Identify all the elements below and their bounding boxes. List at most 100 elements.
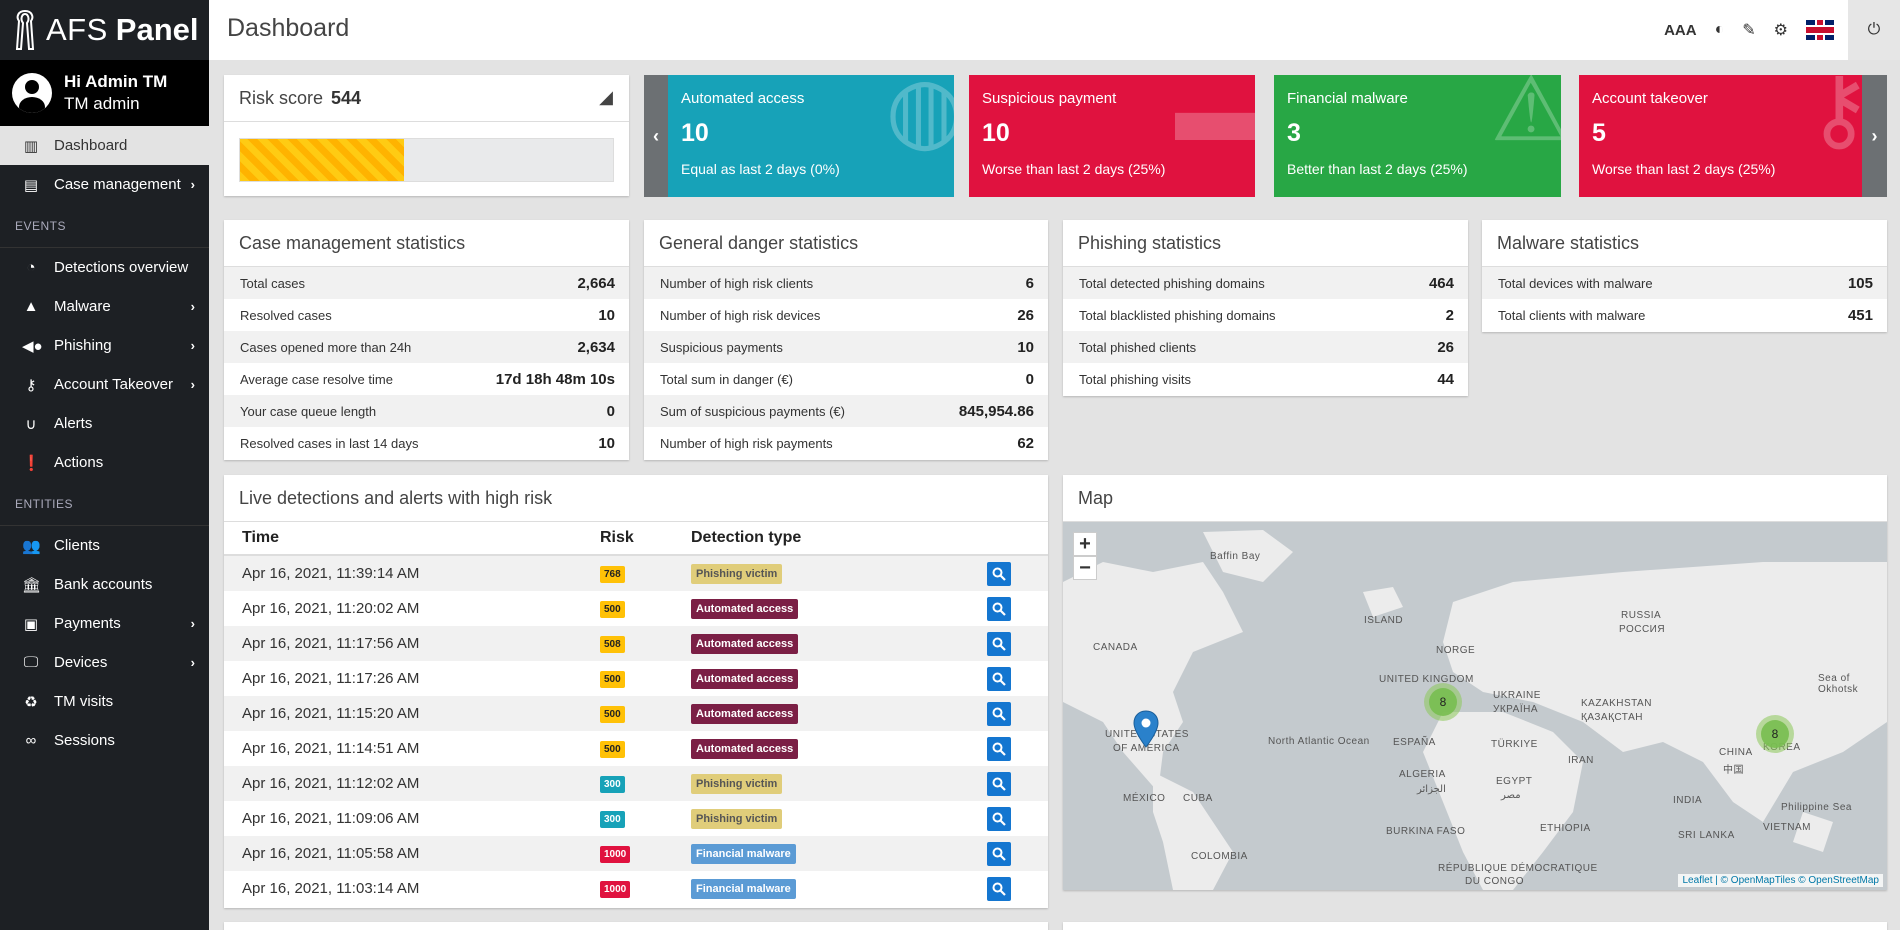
- col-detection-type[interactable]: Detection type: [691, 529, 802, 546]
- world-map: [1063, 530, 1887, 890]
- area-chart-icon[interactable]: ◢: [599, 87, 613, 107]
- zoom-out-button[interactable]: −: [1073, 556, 1097, 580]
- sidebar-item-devices[interactable]: 🖵 Devices ›: [0, 643, 209, 682]
- map-label: North Atlantic Ocean: [1268, 736, 1370, 747]
- map-label: UNITED KINGDOM: [1379, 674, 1474, 685]
- stat-row: Total cases 2,664: [224, 267, 629, 299]
- sidebar-item-actions[interactable]: ❗ Actions: [0, 443, 209, 482]
- detection-type-badge: Automated access: [691, 668, 799, 689]
- fish-icon: ◀●: [22, 337, 43, 355]
- search-button[interactable]: [987, 771, 1011, 796]
- card-value: 10: [982, 119, 1010, 147]
- search-button[interactable]: [987, 561, 1011, 586]
- risk-badge: 300: [600, 811, 625, 828]
- card-financial-malware[interactable]: ⚠ Financial malware 3 Better than last 2…: [1274, 75, 1561, 197]
- col-risk[interactable]: Risk: [600, 529, 634, 546]
- sidebar-item-clients[interactable]: 👥 Clients: [0, 526, 209, 565]
- sidebar-item-bank-accounts[interactable]: 🏛 Bank accounts: [0, 565, 209, 604]
- users-icon: 👥: [22, 537, 41, 555]
- inbox-icon: ▤: [23, 176, 39, 194]
- panel-title: Malware statistics: [1482, 220, 1887, 267]
- page-title: Dashboard: [227, 14, 350, 42]
- case-management-stats-panel: Case management statistics Total cases 2,…: [224, 220, 629, 460]
- risk-badge: 500: [600, 671, 625, 688]
- risk-badge: 768: [600, 566, 625, 583]
- stat-row: Sum of suspicious payments (€) 845,954.86: [644, 395, 1048, 427]
- stat-row: Resolved cases 10: [240, 306, 615, 324]
- sidebar-item-label: TM visits: [54, 693, 114, 710]
- sidebar-item-label: Payments: [54, 615, 121, 632]
- search-button[interactable]: [987, 631, 1011, 656]
- contrast-toggle-icon[interactable]: ◐: [1714, 21, 1725, 38]
- map-label: ALGERIA: [1399, 769, 1446, 780]
- sidebar-item-alerts[interactable]: ∪ Alerts: [0, 404, 209, 443]
- logo-icon: [15, 9, 35, 50]
- map-label: DU CONGO: [1465, 876, 1524, 887]
- search-icon: [992, 707, 1006, 721]
- map-label: COLOMBIA: [1191, 851, 1248, 862]
- panel-title: Phishing statistics: [1063, 220, 1468, 267]
- search-button[interactable]: [987, 736, 1011, 761]
- sidebar-item-payments[interactable]: ▣ Payments ›: [0, 604, 209, 643]
- sidebar-item-phishing[interactable]: ◀● Phishing ›: [0, 326, 209, 365]
- risk-badge: 508: [600, 636, 625, 653]
- card-suspicious-payment[interactable]: ▬ Suspicious payment 10 Worse than last …: [969, 75, 1255, 197]
- gear-icon[interactable]: ⚙: [1773, 22, 1788, 39]
- sidebar-item-tm-visits[interactable]: ♻ TM visits: [0, 682, 209, 721]
- binoculars-icon: ∞: [25, 732, 37, 749]
- map-canvas[interactable]: + − Baffin Bay ISLAND CANADA NORGE RUSSI…: [1063, 522, 1887, 890]
- map-attribution[interactable]: Leaflet | © OpenMapTiles © OpenStreetMap: [1678, 874, 1883, 887]
- sidebar-item-malware[interactable]: ▲ Malware ›: [0, 287, 209, 326]
- map-panel: Map + − Baffin Bay ISLAND CANADA NORGE R…: [1063, 475, 1887, 890]
- brand-part2: Panel: [115, 12, 199, 47]
- stat-row: Total phishing visits 44: [1079, 370, 1454, 388]
- map-label: CUBA: [1183, 793, 1213, 804]
- map-marker-icon[interactable]: [1133, 710, 1159, 748]
- table-row: Apr 16, 2021, 11:03:14 AM 1000 Financial m…: [224, 871, 1048, 906]
- live-detections-panel: Live detections and alerts with high ris…: [224, 475, 1048, 908]
- risk-badge: 1000: [600, 881, 631, 898]
- search-button[interactable]: [987, 806, 1011, 831]
- search-button[interactable]: [987, 666, 1011, 691]
- sidebar-item-sessions[interactable]: ∞ Sessions: [0, 721, 209, 760]
- stat-row: Number of high risk payments 62: [660, 434, 1034, 452]
- table-row: Apr 16, 2021, 11:12:02 AM 300 Phishing vic…: [224, 766, 1048, 801]
- map-label: UKRAINE: [1493, 690, 1541, 701]
- chevron-right-icon: ›: [190, 177, 195, 192]
- section-events-label: EVENTS: [0, 204, 209, 248]
- map-label: ҚАЗАҚСТАН: [1581, 712, 1643, 723]
- power-icon[interactable]: ⏻: [1848, 0, 1900, 60]
- user-role: TM admin: [64, 94, 140, 113]
- row-time: Apr 16, 2021, 11:17:56 AM: [242, 635, 420, 652]
- bar-chart-icon: ▥: [23, 137, 39, 155]
- card-automated-access[interactable]: ◍ Automated access 10 Equal as last 2 da…: [668, 75, 954, 197]
- sidebar-item-dashboard[interactable]: ▥ Dashboard: [0, 126, 209, 165]
- stat-row: Resolved cases in last 14 days 10: [240, 434, 615, 452]
- search-button[interactable]: [987, 876, 1011, 901]
- stat-row: Number of high risk clients 6: [644, 267, 1048, 299]
- search-button[interactable]: [987, 841, 1011, 866]
- uk-flag-icon[interactable]: [1806, 20, 1834, 40]
- font-size-icon[interactable]: AAA: [1664, 21, 1697, 39]
- map-label: RUSSIA: [1621, 610, 1662, 621]
- user-profile[interactable]: Hi Admin TM TM admin: [0, 60, 209, 126]
- brand-logo[interactable]: AFS Panel: [0, 0, 209, 60]
- sidebar-item-account-takeover[interactable]: ⚷ Account Takeover ›: [0, 365, 209, 404]
- search-button[interactable]: [987, 596, 1011, 621]
- map-cluster[interactable]: 8: [1756, 715, 1794, 753]
- map-label: الجزائر: [1417, 784, 1446, 795]
- card-account-takeover[interactable]: ⚷ Account takeover 5 Worse than last 2 d…: [1579, 75, 1862, 197]
- search-button[interactable]: [987, 701, 1011, 726]
- carousel-next-button[interactable]: ›: [1862, 75, 1887, 197]
- sidebar-item-detections-overview[interactable]: ◔ Detections overview: [0, 248, 209, 287]
- zoom-in-button[interactable]: +: [1073, 532, 1097, 556]
- map-label: IRAN: [1568, 755, 1594, 766]
- detection-type-badge: Automated access: [691, 738, 799, 759]
- card-title: Financial malware: [1287, 90, 1408, 107]
- sidebar-item-case-management[interactable]: ▤ Case management ›: [0, 165, 209, 204]
- map-cluster[interactable]: 8: [1424, 683, 1462, 721]
- brush-icon[interactable]: ✎: [1742, 22, 1756, 39]
- col-time[interactable]: Time: [242, 529, 280, 546]
- carousel-prev-button[interactable]: ‹: [644, 75, 668, 197]
- bank-icon: 🏛: [22, 576, 42, 594]
